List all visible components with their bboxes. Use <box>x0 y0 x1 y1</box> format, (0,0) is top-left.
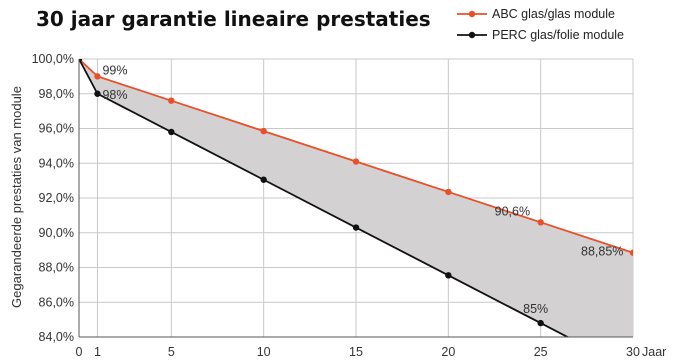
series-2-point <box>537 319 544 327</box>
legend-marker-1 <box>468 10 476 18</box>
data-labels: 99% 90,6% 88,85% 98% 85% <box>102 63 623 316</box>
series-2-point <box>168 128 175 136</box>
series-1-point <box>94 73 101 80</box>
x-tick-label: 15 <box>349 345 363 359</box>
y-tick-label: 96,0% <box>39 122 74 136</box>
series-1-point <box>168 97 175 104</box>
x-tick-label: 0 <box>76 345 83 359</box>
legend-label-1: ABC glas/glas module <box>492 7 615 21</box>
data-label: 90,6% <box>495 204 530 218</box>
x-tick-label: 20 <box>441 345 455 359</box>
series-1-point <box>352 158 360 165</box>
series-2-point <box>79 59 83 63</box>
data-label: 98% <box>102 88 127 102</box>
fill-between-area <box>79 59 633 337</box>
legend-label-2: PERC glas/folie module <box>492 28 624 42</box>
data-label: 85% <box>523 302 548 316</box>
data-label: 99% <box>102 63 127 77</box>
data-label: 88,85% <box>581 245 623 259</box>
legend: ABC glas/glas module PERC glas/folie modu… <box>457 7 624 42</box>
series-1-point <box>260 127 267 135</box>
x-tick-label: 30 <box>626 345 640 359</box>
x-tick-label: 10 <box>257 345 271 359</box>
y-tick-label: 100,0% <box>32 52 74 66</box>
series-line-2 <box>79 59 570 337</box>
x-tick-label: 5 <box>168 345 175 359</box>
series-2-point <box>445 272 452 279</box>
x-axis-label: Jaar <box>642 345 666 359</box>
x-tick-label: 25 <box>534 345 548 359</box>
series-1-point <box>629 249 633 256</box>
y-tick-label: 92,0% <box>39 191 74 205</box>
chart-title: 30 jaar garantie lineaire prestaties <box>36 7 431 31</box>
series-1-point <box>445 188 452 196</box>
y-tick-label: 90,0% <box>39 226 74 240</box>
series-2-point <box>352 224 360 231</box>
series-line-1 <box>79 59 633 254</box>
y-axis-label: Gegarandeerde prestaties van module <box>9 86 24 308</box>
y-tick-label: 88,0% <box>39 261 74 275</box>
y-tick-label: 84,0% <box>39 330 74 344</box>
series-1-point <box>537 219 544 226</box>
axes <box>78 59 633 338</box>
y-tick-label: 94,0% <box>39 156 74 170</box>
series-2-point <box>260 176 267 183</box>
performance-gap-area <box>79 59 633 337</box>
legend-marker-2 <box>468 31 476 39</box>
series-2-point <box>94 90 101 97</box>
y-tick-label: 98,0% <box>39 87 74 101</box>
tick-labels: 100,0% 98,0% 96,0% 94,0% 92,0% 90,0% 88,0% 86,0… <box>32 52 640 359</box>
series-lines <box>79 59 633 337</box>
y-tick-label: 86,0% <box>39 295 74 309</box>
x-tick-label: 1 <box>94 345 101 359</box>
